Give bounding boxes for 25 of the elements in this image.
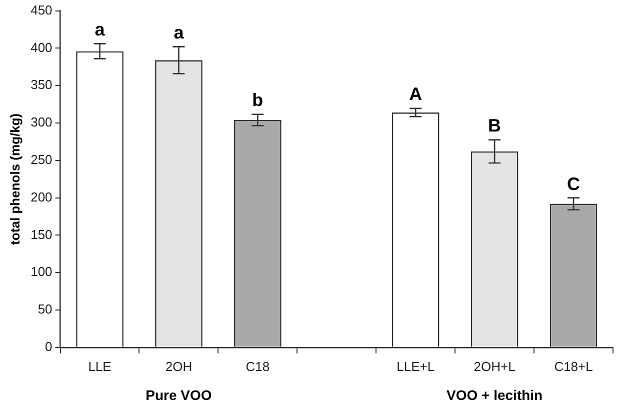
text: VOO + lecithin (446, 386, 543, 403)
annotation: a (174, 22, 185, 43)
annotation: a (94, 20, 106, 40)
y-tick-label: 200 (30, 189, 52, 204)
annotation: b (252, 90, 264, 110)
annotation: A (409, 84, 422, 104)
text: Pure VOO (146, 386, 212, 403)
x-tick-label: 2OH+L (474, 358, 516, 374)
x-tick-label: 2OH (165, 358, 192, 374)
x-tick-label: C18 (246, 358, 270, 374)
y-tick-label: 400 (30, 40, 52, 55)
y-axis-title: total phenols (mg/kg) (7, 113, 22, 245)
x-tick-label: LLE+L (396, 358, 435, 374)
annotation: B (488, 115, 502, 136)
y-tick-label: 250 (30, 152, 52, 167)
y-tick-label: 450 (30, 2, 52, 18)
y-tick-label: 50 (38, 302, 52, 317)
y-tick-label: 300 (30, 114, 52, 130)
y-tick-label: 0 (45, 338, 52, 354)
y-tick-label: 150 (30, 226, 52, 242)
x-tick-label: C18+L (554, 358, 593, 374)
y-tick-label: 100 (30, 264, 52, 280)
x-tick-label: LLE (88, 358, 112, 374)
y-tick-label: 350 (30, 77, 52, 92)
annotation: C (567, 174, 580, 194)
